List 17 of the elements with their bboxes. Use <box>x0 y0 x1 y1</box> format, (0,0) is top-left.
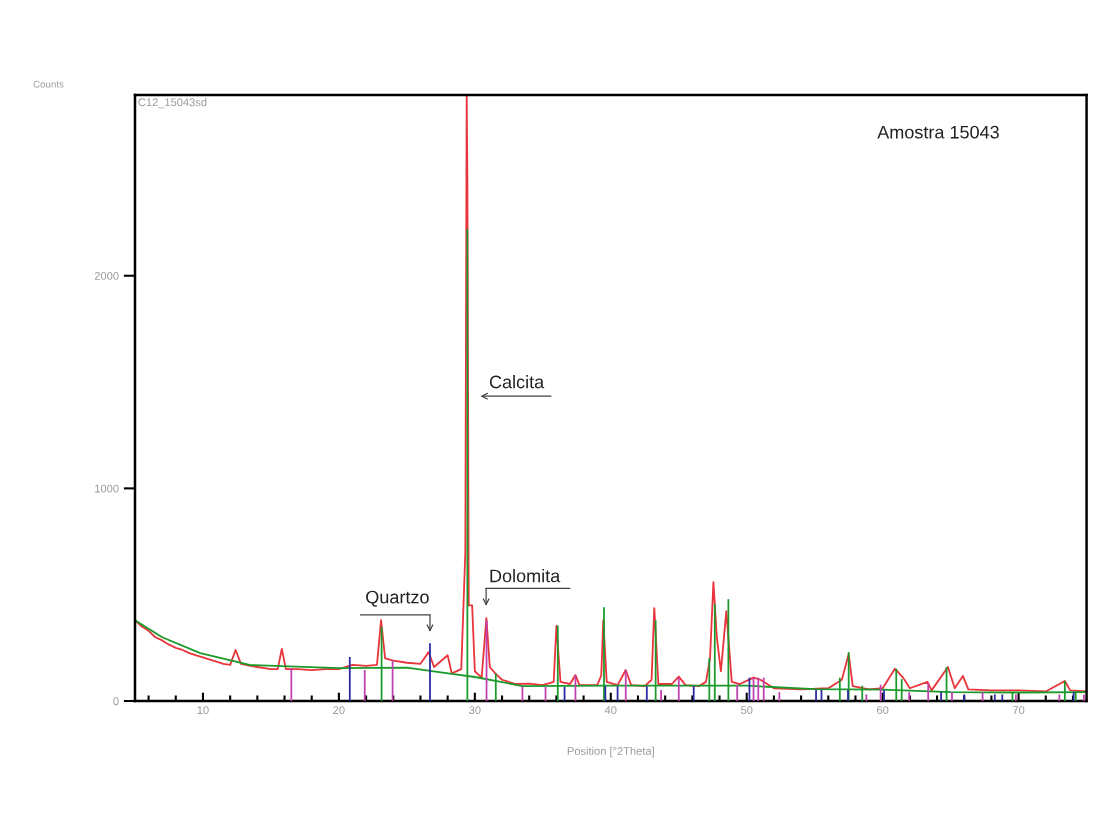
x-tick-label: 40 <box>604 706 617 715</box>
annotation: Amostra 15043 <box>877 125 999 139</box>
y-tick-label: 0 <box>113 697 119 706</box>
x-tick-label: 60 <box>877 706 889 715</box>
y-tick-label: 1000 <box>95 484 119 493</box>
x-tick-label: 50 <box>740 706 753 715</box>
x-tick-label: 30 <box>469 706 481 715</box>
y-axis-title: Counts <box>33 80 64 88</box>
x-tick-label: 20 <box>333 706 345 715</box>
x-tick-label: 10 <box>197 706 209 715</box>
annotation: Calcita <box>489 375 545 389</box>
y-tick-label: 2000 <box>94 272 119 280</box>
annotation: C12_15043sd <box>138 98 207 109</box>
x-tick-label: 70 <box>1012 706 1025 715</box>
x-axis-title: Position [°2Theta] <box>567 746 654 758</box>
annotation: Dolomita <box>490 569 561 583</box>
annotation: Quartzo <box>366 590 429 607</box>
